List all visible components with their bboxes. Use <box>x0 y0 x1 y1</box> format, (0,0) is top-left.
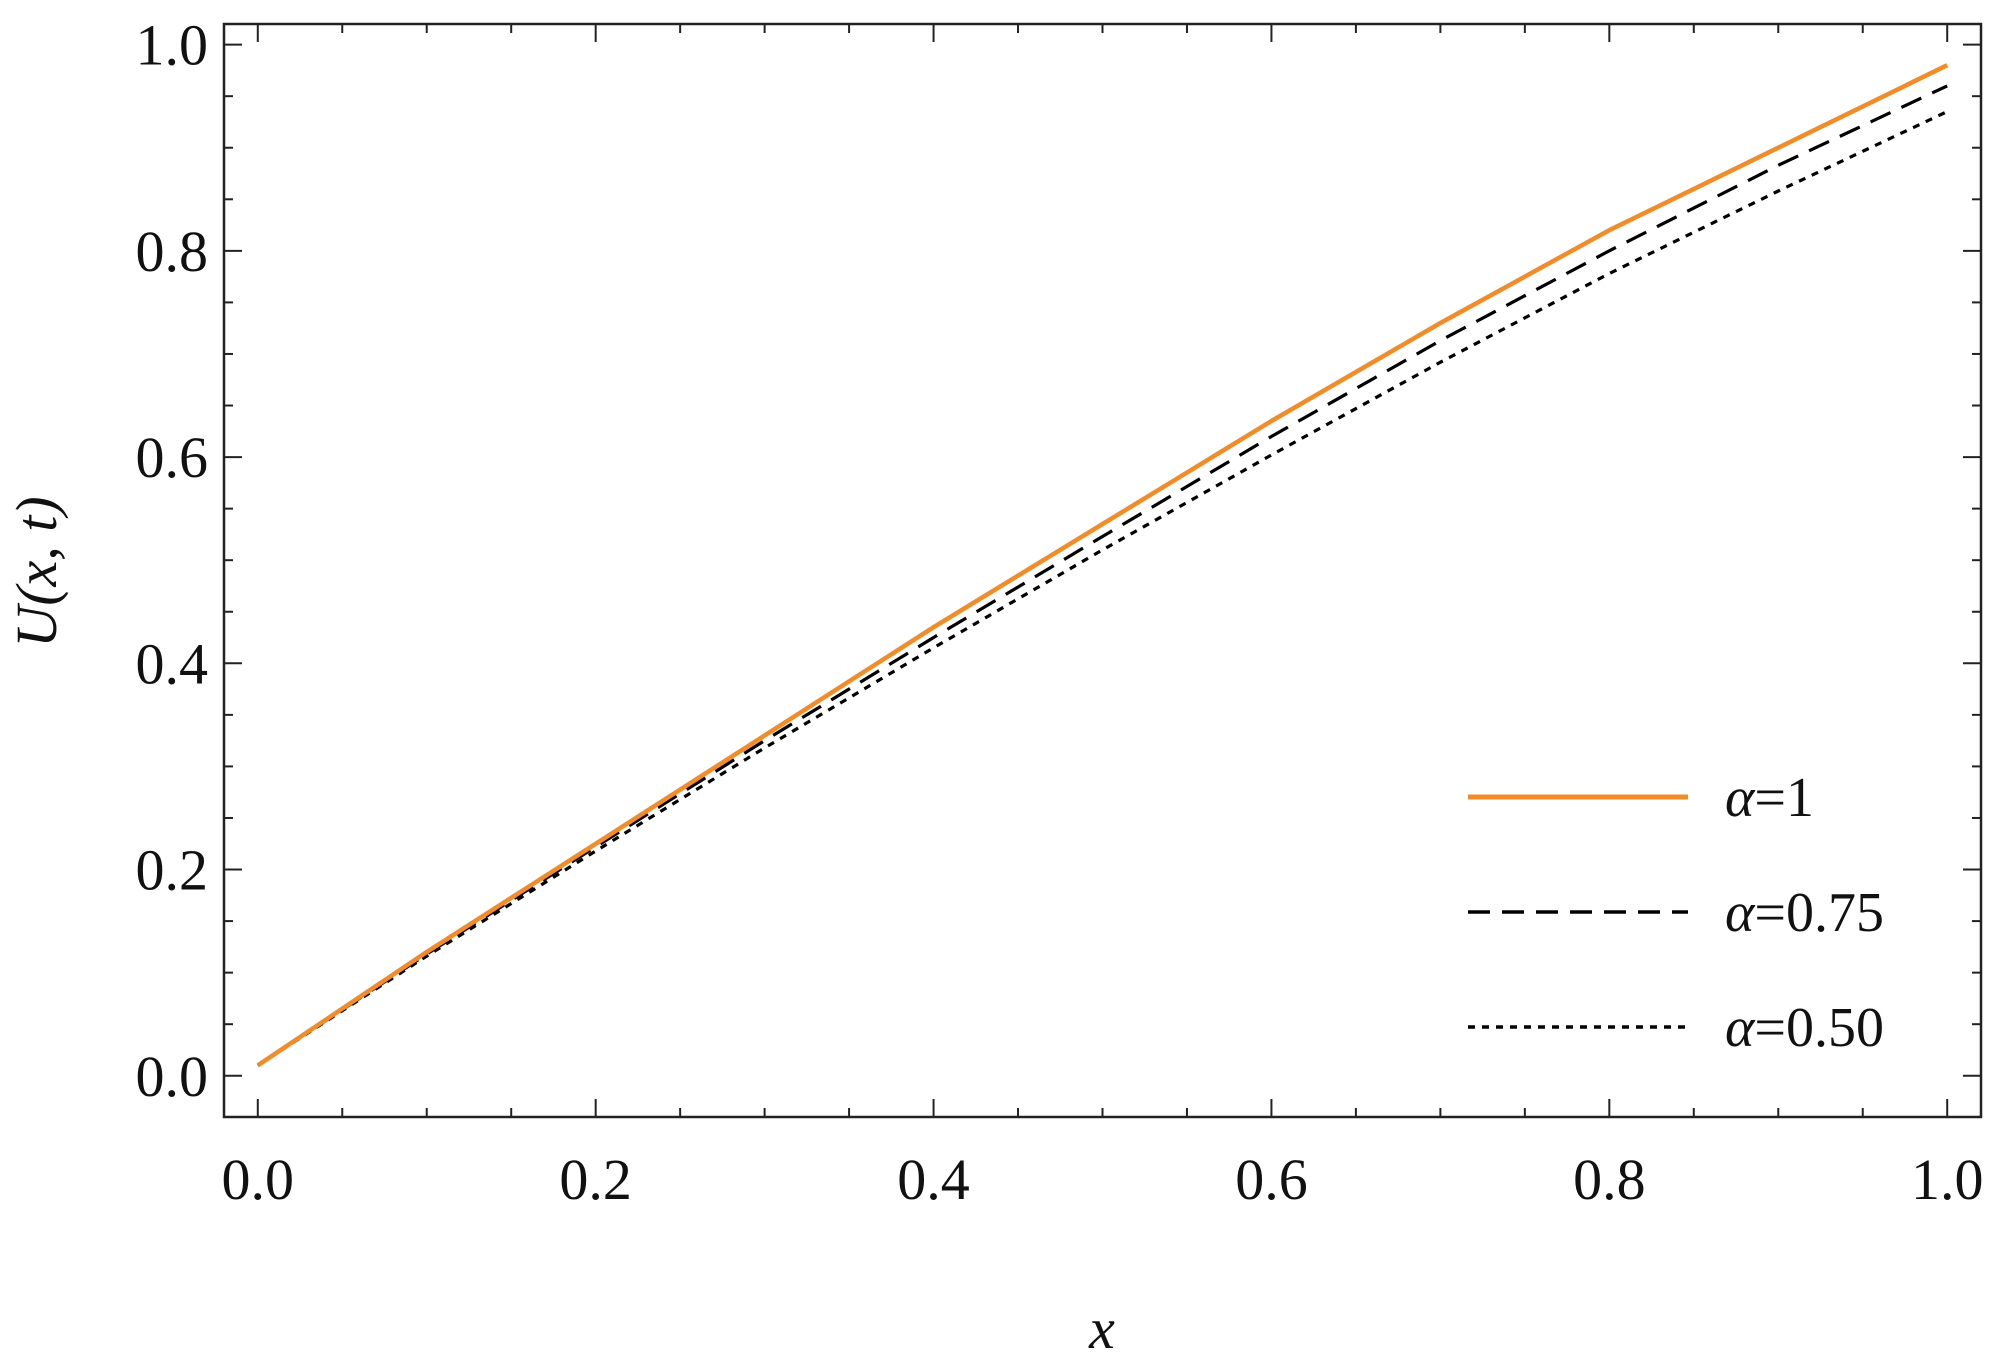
legend-value: =0.50 <box>1754 997 1884 1059</box>
series-line-3 <box>256 110 1948 1067</box>
y-axis-title: U(x, t) <box>4 496 69 647</box>
legend-value: =0.75 <box>1754 882 1884 944</box>
legend-label-3: α=0.50 <box>1725 997 1884 1059</box>
ticks-layer: 0.0 0.2 0.4 0.6 0.8 1.0 0.0 0.2 0.4 0.6 0.8 1.0 <box>136 13 1984 1212</box>
y-tick-label: 0.6 <box>136 425 209 490</box>
legend: α=1α=0.75α=0.50 <box>1468 767 1884 1059</box>
x-tick-label: 0.0 <box>222 1147 295 1212</box>
x-tick-label: 0.6 <box>1235 1147 1308 1212</box>
legend-symbol: α <box>1725 997 1756 1059</box>
plot-frame <box>222 22 1983 1119</box>
legend-symbol: α <box>1725 767 1756 829</box>
x-tick-label: 0.2 <box>559 1147 632 1212</box>
y-tick-label: 0.4 <box>136 631 209 696</box>
y-tick-label: 1.0 <box>136 13 209 78</box>
x-axis-title: x <box>1088 1296 1115 1355</box>
x-tick-label: 1.0 <box>1911 1147 1984 1212</box>
y-tick-label: 0.0 <box>136 1044 209 1109</box>
legend-label-1: α=1 <box>1725 767 1814 829</box>
series-line-1 <box>256 63 1949 1068</box>
series-layer <box>256 63 1949 1068</box>
y-tick-label: 0.2 <box>136 838 209 903</box>
legend-label-2: α=0.75 <box>1725 882 1884 944</box>
legend-value: =1 <box>1754 767 1814 829</box>
x-tick-label: 0.4 <box>897 1147 970 1212</box>
x-tick-label: 0.8 <box>1573 1147 1646 1212</box>
legend-symbol: α <box>1725 882 1756 944</box>
series-line-2 <box>256 84 1948 1067</box>
y-tick-label: 0.8 <box>136 219 209 284</box>
